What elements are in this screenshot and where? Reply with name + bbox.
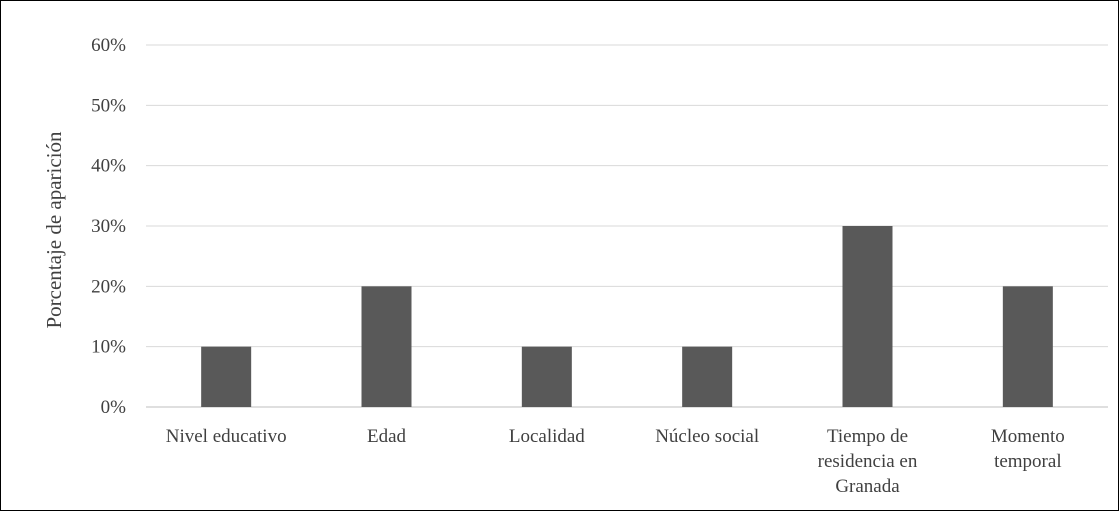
y-axis-title: Porcentaje de aparición [42, 131, 66, 329]
y-tick-label: 10% [91, 337, 126, 358]
x-category-label: Momento temporal [991, 426, 1065, 472]
x-axis-categories: Nivel educativo Edad Localidad Núcleo socia… [166, 426, 1065, 497]
bar [1002, 286, 1053, 407]
x-category-label-line: Localidad [509, 426, 585, 447]
x-category-label-line: Tiempo de [827, 426, 908, 447]
bar [201, 346, 252, 407]
x-category-label-line: Momento [991, 426, 1065, 447]
x-category-label: Nivel educativo [166, 426, 287, 447]
x-category-label-line: residencia en [818, 451, 918, 472]
y-tick-label: 40% [91, 156, 126, 177]
bar [361, 286, 412, 407]
x-category-label: Localidad [509, 426, 585, 447]
x-category-label: Núcleo social [655, 426, 759, 447]
x-category-label-line: Edad [367, 426, 407, 447]
x-category-label-line: Nivel educativo [166, 426, 287, 447]
bar [682, 346, 733, 407]
x-category-label-line: Granada [835, 476, 900, 497]
gridlines [146, 44, 1108, 408]
x-category-label-line: Núcleo social [655, 426, 759, 447]
y-tick-label: 0% [101, 397, 127, 418]
y-axis-ticks: 0% 10% 20% 30% 40% 50% 60% [91, 35, 126, 418]
bar [521, 346, 572, 407]
bar [842, 226, 893, 407]
bars [201, 226, 1053, 407]
x-category-label: Tiempo de residencia en Granada [818, 426, 918, 497]
y-tick-label: 30% [91, 216, 126, 237]
x-category-label-line: temporal [994, 451, 1062, 472]
y-tick-label: 50% [91, 95, 126, 116]
x-category-label: Edad [367, 426, 407, 447]
y-tick-label: 60% [91, 35, 126, 56]
y-tick-label: 20% [91, 276, 126, 297]
